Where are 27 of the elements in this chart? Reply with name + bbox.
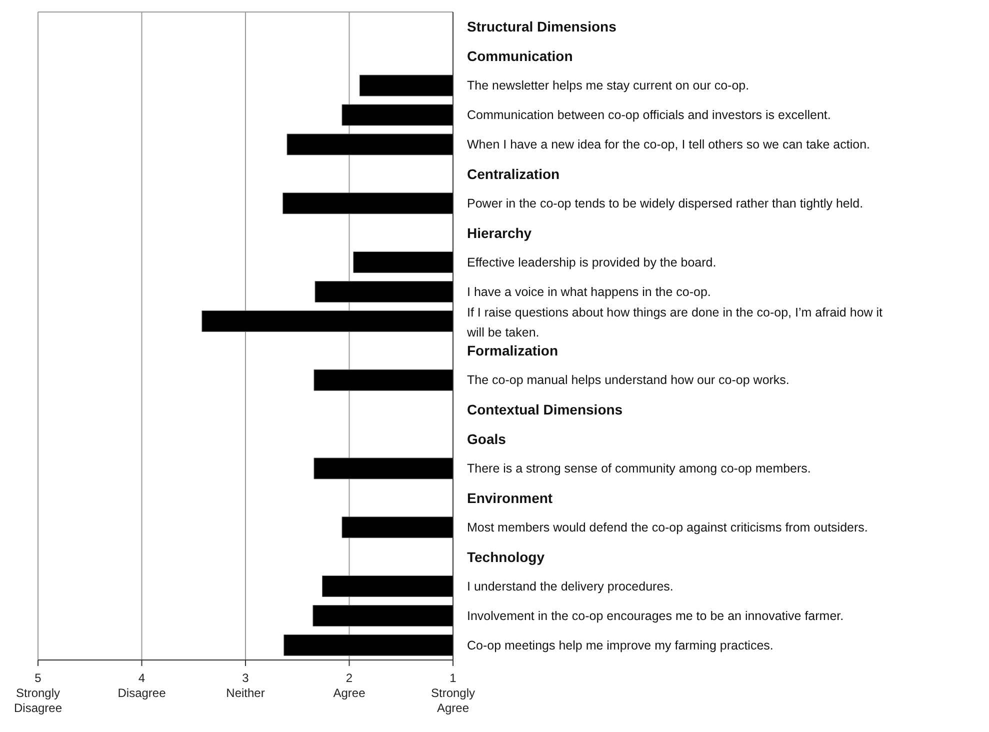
y-tick-label: Power in the co-op tends to be widely dispersed rather than tightly held. (467, 196, 864, 210)
y-tick-label: Communication (467, 48, 573, 64)
y-tick-label: Formalization (467, 342, 558, 359)
y-tick-label: Centralization (467, 166, 560, 182)
y-tick-label: Co-op meetings help me improve my farming practices. (467, 638, 774, 652)
y-tick-label: Technology (467, 548, 545, 565)
y-tick-label: When I have a new idea for the co-op, I tell others so we can take action. (467, 138, 870, 152)
y-tick-label: Effective leadership is provided by the board. (467, 255, 716, 270)
y-tick-label: Structural Dimensions (467, 18, 617, 35)
x-tick-label: 1 Strongly Agree (430, 671, 476, 715)
x-tick-label: 3 Neither (226, 671, 265, 700)
y-tick-label: Communication between co-op officials and investors is excellent. (467, 108, 831, 122)
y-tick-label: I have a voice in what happens in the co-op. (467, 284, 711, 299)
y-tick-label: Goals (467, 431, 506, 448)
y-tick-label: The newsletter helps me stay current on our co-op. (467, 78, 750, 93)
x-tick-label: 2 Agree (333, 671, 366, 700)
y-tick-label: Contextual Dimensions (467, 402, 623, 418)
y-tick-label: The co-op manual helps understand how our co-op works. (467, 373, 790, 388)
y-tick-label: If I raise questions about how things are done in the co-op, I’m afraid how it will be taken. (466, 305, 884, 340)
y-tick-label: There is a strong sense of community among co-op members. (467, 462, 811, 476)
y-tick-label: Involvement in the co-op encourages me to be an innovative farmer. (467, 608, 844, 623)
y-tick-label: Environment (467, 490, 553, 506)
y-tick-label: Hierarchy (467, 224, 532, 241)
y-tick-label: Most members would defend the co-op against criticisms from outsiders. (467, 520, 868, 534)
x-tick-label: 4 Disagree (118, 671, 166, 700)
x-tick-label: 5 Strongly Disagree (14, 671, 62, 715)
y-tick-label: I understand the delivery procedures. (467, 579, 674, 594)
